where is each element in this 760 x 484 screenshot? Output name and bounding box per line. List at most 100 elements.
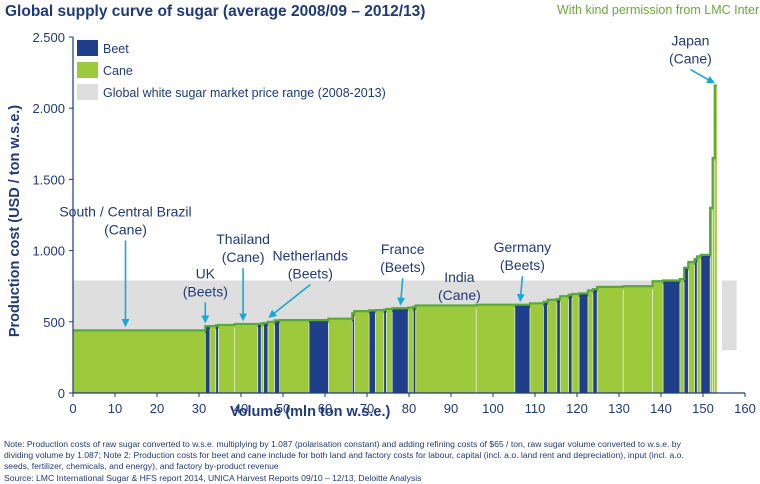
footnote-line: Source: LMC International Sugar & HFS re… (4, 472, 422, 483)
supply-bar-beet (352, 313, 355, 393)
x-tick-label: 100 (482, 401, 504, 416)
supply-bar-beet (663, 280, 680, 393)
x-tick-label: 90 (444, 401, 458, 416)
legend-swatch-cane (77, 62, 98, 78)
legend-label-beet: Beet (103, 42, 129, 56)
supply-bar-cane (415, 305, 477, 393)
x-tick-label: 70 (360, 401, 374, 416)
supply-bar-beet (684, 267, 689, 393)
supply-bar-cane (328, 318, 353, 393)
x-tick-label: 110 (525, 401, 546, 416)
supply-bar-beet (700, 254, 711, 393)
country-annotation: Germany (Beets) (494, 239, 552, 273)
annotation-arrow (268, 283, 311, 318)
supply-bar-beet (274, 320, 280, 393)
supply-curve-line (73, 84, 717, 332)
supply-bar-cane (652, 281, 664, 393)
supply-bar-cane (261, 323, 264, 393)
supply-bar-cane (73, 330, 206, 393)
x-tick-label: 30 (192, 401, 206, 416)
legend-label-price-range: Global white sugar market price range (2… (103, 86, 386, 100)
footnotes: Note: Production costs of raw sugar conv… (4, 439, 756, 484)
x-tick-label: 160 (734, 401, 756, 416)
legend-swatch-beet (77, 40, 98, 56)
supply-bar-cane (688, 261, 695, 393)
x-tick-label: 40 (234, 401, 248, 416)
footnote-line: seeds, fertilizer, chemicals, and energy… (4, 461, 279, 472)
y-axis-title: Production cost (USD / ton w.s.e.) (7, 105, 23, 337)
annotation-line: South / Central Brazil (59, 203, 191, 219)
x-tick-label: 130 (608, 401, 630, 416)
annotation-line: Netherlands (273, 248, 349, 264)
supply-bar-beet (263, 322, 268, 393)
supply-bar-cane (597, 286, 624, 393)
supply-bar-cane (710, 207, 713, 393)
annotation-line: (Beets) (500, 257, 545, 273)
supply-bar-beet (592, 289, 598, 393)
supply-bar-beet (257, 323, 262, 393)
supply-bar-cane (714, 85, 717, 393)
supply-bar-cane (697, 256, 701, 393)
y-tick-label: 1.500 (32, 172, 65, 187)
supply-bar-cane (354, 311, 370, 393)
supply-bar-beet (383, 309, 387, 393)
country-annotation: Japan (Cane) (669, 33, 712, 67)
supply-bar-cane (623, 286, 653, 393)
supply-bar-beet (309, 320, 329, 393)
x-tick-label: 0 (69, 401, 76, 416)
price-range-marker (721, 280, 737, 351)
annotation-line: Germany (494, 239, 552, 255)
annotation-line: (Cane) (438, 287, 481, 303)
country-annotation: UK (Beets) (183, 265, 228, 299)
annotation-line: (Cane) (222, 249, 265, 265)
x-tick-label: 20 (150, 401, 164, 416)
annotation-line: Thailand (216, 231, 270, 247)
supply-bar-cane (386, 308, 393, 393)
annotation-line: France (381, 241, 425, 257)
annotation-arrow (690, 68, 715, 84)
x-tick-label: 120 (566, 401, 588, 416)
supply-segments (73, 85, 717, 393)
country-annotation: India (Cane) (438, 269, 481, 303)
footnote-line: dividing volume by 1.087; Note 2: Produc… (4, 450, 684, 461)
axes (69, 36, 746, 397)
legend: Beet Cane Global white sugar market pric… (77, 40, 386, 100)
supply-bar-cane (547, 299, 557, 393)
supply-bar-beet (556, 299, 561, 393)
supply-bar-beet (543, 301, 548, 393)
annotation-line: (Beets) (380, 259, 425, 275)
supply-bar-cane (529, 303, 544, 393)
chart-title: Global supply curve of sugar (average 20… (5, 3, 425, 20)
annotation-line: (Cane) (104, 221, 147, 237)
supply-bar-cane (267, 321, 275, 393)
legend-swatch-price-range (77, 84, 98, 100)
supply-bar-cane (587, 290, 593, 393)
x-tick-label: 50 (276, 401, 290, 416)
supply-bar-cane (712, 158, 715, 393)
supply-bar-beet (392, 308, 409, 393)
supply-bar-cane (218, 324, 235, 393)
supply-bar-cane (234, 323, 258, 393)
supply-bar-cane (279, 320, 310, 393)
x-tick-label: 80 (402, 401, 416, 416)
country-annotation: Thailand (Cane) (216, 231, 270, 265)
supply-bar-cane (375, 310, 384, 393)
supply-bar-beet (215, 325, 219, 393)
annotation-arrow (516, 275, 525, 303)
annotation-line: India (444, 269, 475, 285)
supply-bar-beet (205, 326, 210, 393)
x-axis-title: Volume (mln ton w.s.e.) (230, 404, 390, 420)
legend-label-cane: Cane (103, 64, 133, 78)
x-tick-label: 10 (108, 401, 122, 416)
annotation-line: UK (196, 265, 216, 281)
annotation-line: (Beets) (288, 266, 333, 282)
country-annotation: France (Beets) (380, 241, 425, 275)
y-tick-label: 2.500 (32, 30, 65, 45)
tick-labels: 0 10 20 30 40 50 60 70 80 90 100 110 120 130 140 150 160… (32, 30, 755, 416)
country-annotation: South / Central Brazil (Cane) (59, 203, 191, 237)
x-tick-label: 60 (318, 401, 332, 416)
supply-bar-cane (571, 294, 580, 393)
y-tick-label: 0 (58, 386, 65, 401)
supply-bar-cane (209, 326, 216, 393)
